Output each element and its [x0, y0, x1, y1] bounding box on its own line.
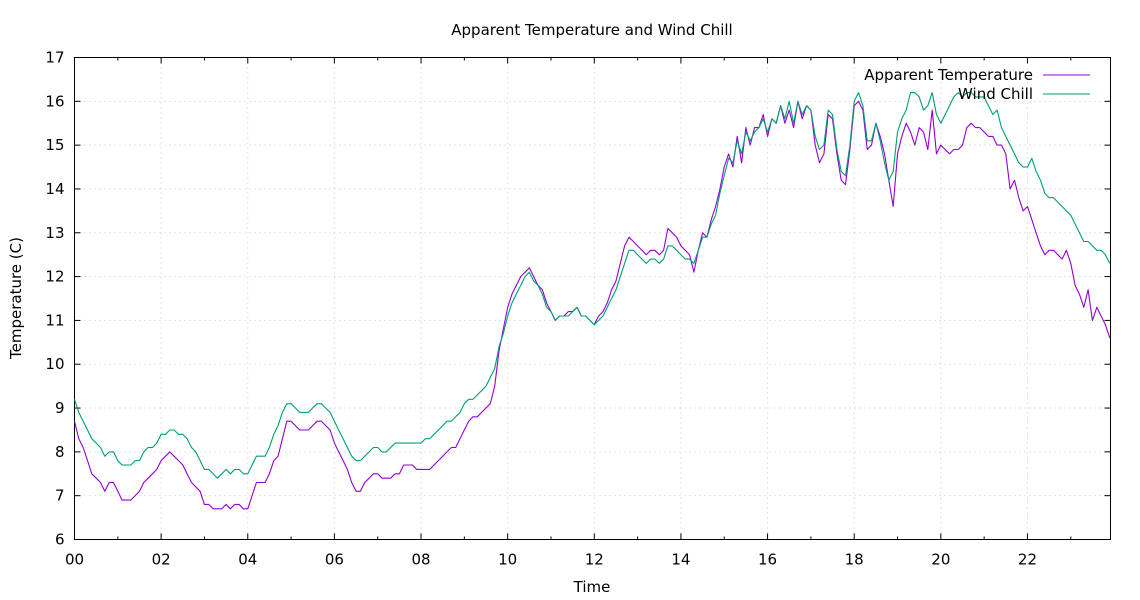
x-tick-label: 02	[152, 551, 171, 569]
x-tick-label: 10	[498, 551, 517, 569]
y-tick-label: 14	[45, 180, 64, 198]
plot-frame	[74, 57, 1111, 540]
y-tick-label: 10	[45, 355, 64, 373]
x-tick-label: 06	[325, 551, 344, 569]
x-tick-label: 22	[1018, 551, 1037, 569]
wind-chill-line	[73, 92, 1111, 479]
y-tick-label: 13	[45, 224, 64, 242]
series-lines	[73, 92, 1111, 510]
grid-lines	[74, 57, 1111, 540]
chart-title: Apparent Temperature and Wind Chill	[451, 21, 732, 39]
y-tick-label: 15	[45, 136, 64, 154]
x-axis-label: Time	[573, 578, 611, 596]
y-tick-label: 6	[55, 531, 65, 549]
x-tick-label: 12	[585, 551, 604, 569]
y-tick-label: 9	[55, 399, 65, 417]
y-tick-label: 17	[45, 49, 64, 67]
y-tick-label: 8	[55, 443, 65, 461]
x-tick-label: 04	[238, 551, 257, 569]
legend-label-apparent-temperature: Apparent Temperature	[864, 66, 1033, 84]
y-tick-label: 12	[45, 268, 64, 286]
y-tick-label: 11	[45, 311, 64, 329]
y-tick-label: 16	[45, 92, 64, 110]
x-tick-label: 20	[931, 551, 950, 569]
legend-label-wind-chill: Wind Chill	[958, 85, 1033, 103]
y-tick-label: 7	[55, 487, 65, 505]
x-tick-label: 16	[758, 551, 777, 569]
x-tick-label: 08	[411, 551, 430, 569]
x-tick-label: 00	[65, 551, 84, 569]
axis-ticks: 6 7 8 9 10 11 12 13 14 15 16 17 00 02 04 06 08 10 12 14 16 18…	[45, 49, 1111, 569]
x-tick-label: 18	[845, 551, 864, 569]
x-tick-label: 14	[671, 551, 690, 569]
apparent-temperature-line	[73, 100, 1111, 510]
y-axis-label: Temperature (C)	[7, 237, 25, 360]
